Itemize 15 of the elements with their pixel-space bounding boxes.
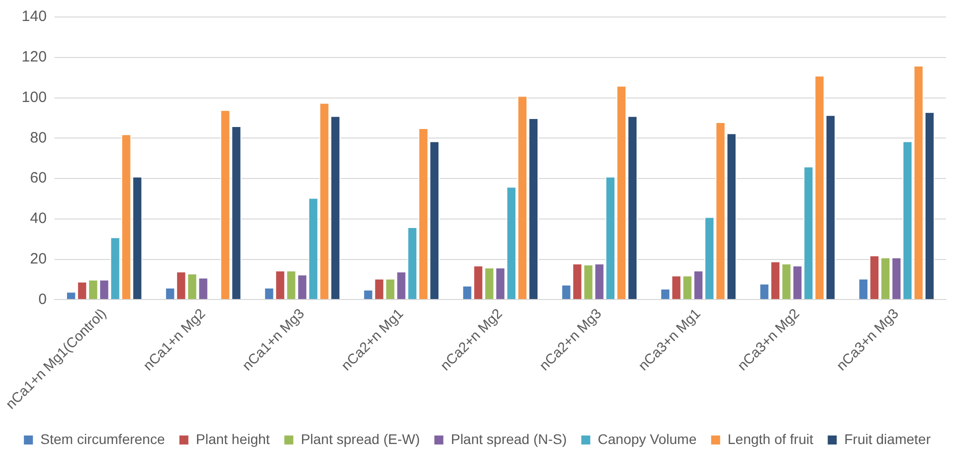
y-tick-label: 80 [30, 129, 47, 146]
y-tick-label: 60 [30, 170, 47, 187]
y-tick-label: 40 [30, 210, 47, 228]
legend-label: Canopy Volume [598, 430, 697, 447]
legend-label: Stem circumference [40, 430, 166, 447]
y-tick-label: 0 [38, 290, 47, 308]
y-tick-label: 100 [22, 88, 47, 106]
y-tick-label: 140 [22, 8, 47, 26]
y-tick-label: 20 [30, 250, 47, 268]
legend-label: Fruit diameter [844, 430, 931, 447]
legend-label: Length of fruit [728, 430, 814, 447]
legend-label: Plant spread (N-S) [450, 430, 567, 447]
legend-label: Plant spread (E-W) [300, 430, 420, 447]
y-tick-label: 120 [22, 48, 47, 66]
legend-label: Plant height [196, 430, 270, 447]
